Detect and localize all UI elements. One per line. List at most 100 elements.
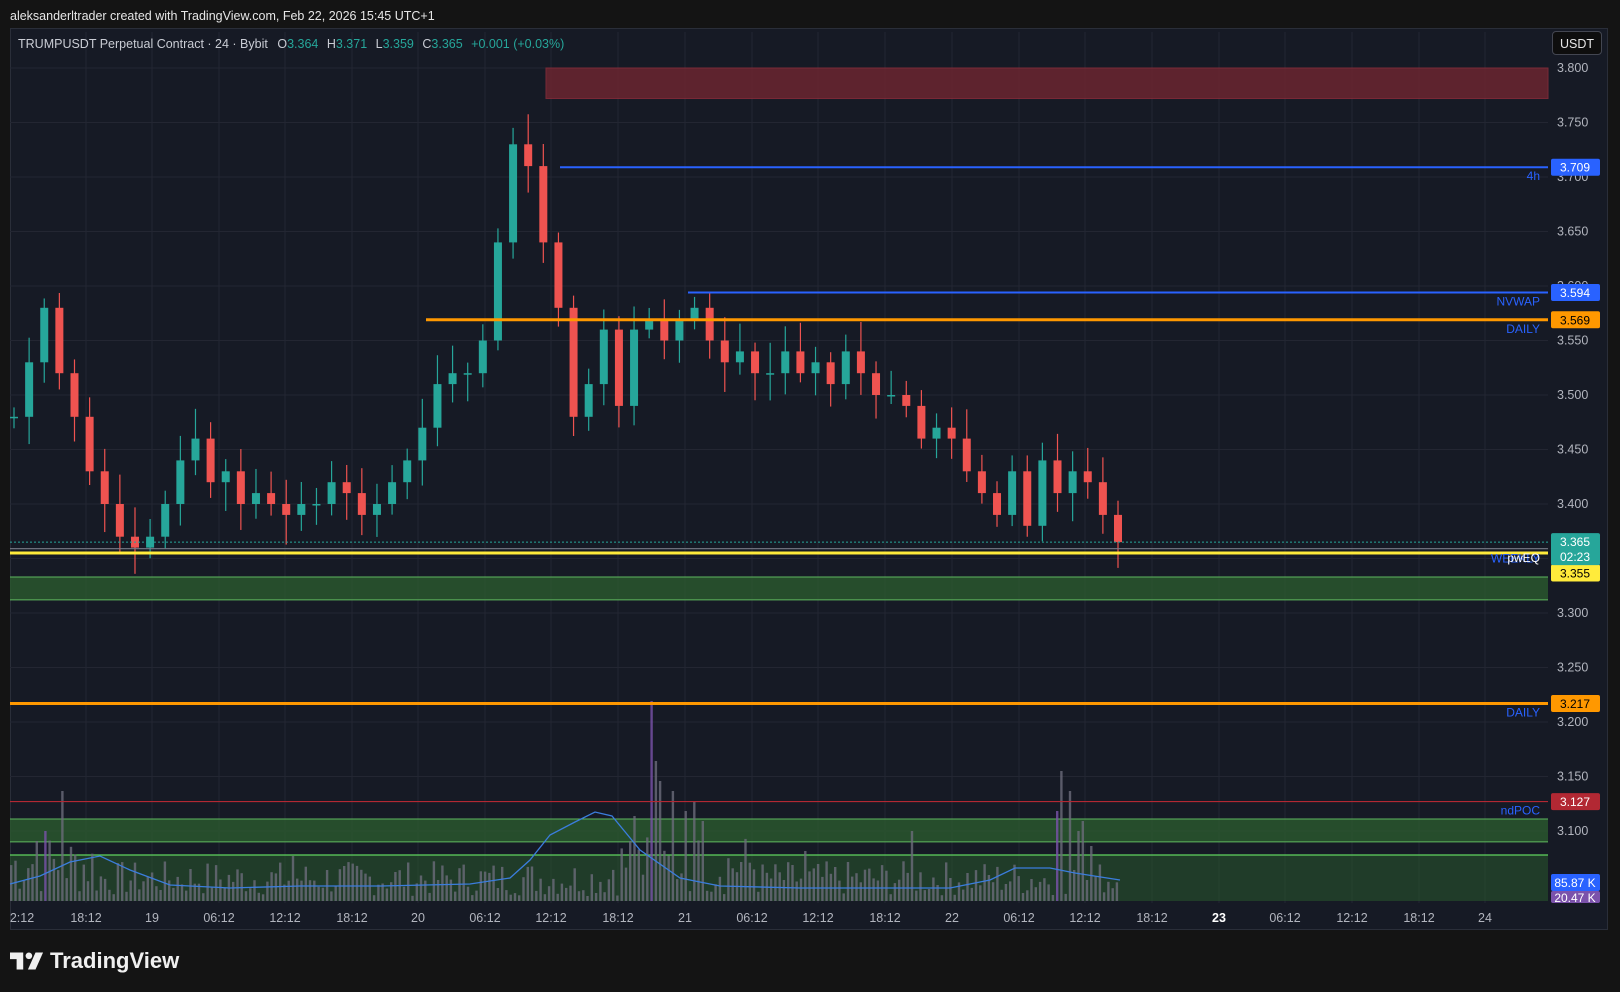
chart-pane[interactable] xyxy=(10,28,1608,930)
bearish-candle xyxy=(705,307,714,341)
bullish-candle xyxy=(493,242,502,341)
volume-bar xyxy=(569,885,572,901)
volume-bar xyxy=(266,881,269,901)
volume-bar xyxy=(979,885,982,901)
volume-bar xyxy=(22,880,26,901)
volume-bar xyxy=(394,872,397,901)
symbol-title[interactable]: TRUMPUSDT Perpetual Contract · 24 · Bybi… xyxy=(18,37,268,51)
bearish-candle xyxy=(977,471,986,494)
bearish-candle xyxy=(872,373,881,395)
volume-bar xyxy=(146,876,149,901)
volume-bar xyxy=(108,889,111,901)
bullish-candle xyxy=(630,329,639,406)
volume-bar xyxy=(287,880,290,901)
volume-bar xyxy=(65,878,68,901)
bullish-candle xyxy=(463,373,472,375)
volume-bar xyxy=(1098,864,1102,901)
time-axis-tick: 20 xyxy=(411,911,425,925)
bearish-candle xyxy=(902,395,911,406)
volume-bar xyxy=(974,870,978,901)
level-tag-label: DAILY xyxy=(1506,705,1540,719)
volume-bar xyxy=(1060,771,1063,901)
volume-bar xyxy=(991,882,995,901)
low-value: 3.359 xyxy=(382,37,414,51)
bullish-candle xyxy=(766,373,775,375)
volume-bar xyxy=(983,864,986,901)
volume-bar xyxy=(1090,846,1093,901)
volume-bar xyxy=(816,864,820,901)
bearish-candle xyxy=(342,482,351,494)
volume-bar xyxy=(1013,864,1016,901)
volume-bar xyxy=(560,883,564,901)
volume-bar xyxy=(441,865,444,901)
time-axis-tick: 18:12 xyxy=(1403,911,1434,925)
volume-bar xyxy=(727,858,730,901)
volume-bar xyxy=(466,886,470,901)
volume-bar xyxy=(714,884,717,901)
volume-bar xyxy=(808,871,811,901)
time-axis-tick: 18:12 xyxy=(1136,911,1167,925)
bearish-candle xyxy=(70,373,79,417)
volume-bar xyxy=(197,883,201,901)
bearish-candle xyxy=(85,416,94,472)
price-badge-text: 3.569 xyxy=(1560,313,1590,327)
volume-bar xyxy=(206,863,209,901)
volume-bar xyxy=(159,890,162,901)
volume-bar xyxy=(923,890,926,901)
volume-bar xyxy=(381,883,384,901)
volume-bar xyxy=(812,868,815,901)
volume-bar xyxy=(667,855,670,901)
bearish-candle xyxy=(524,144,533,167)
volume-bar xyxy=(774,864,777,901)
bearish-candle xyxy=(660,318,669,341)
time-axis-tick: 19 xyxy=(145,911,159,925)
volume-bar xyxy=(479,871,482,901)
volume-bar xyxy=(14,860,17,901)
volume-bar xyxy=(795,881,798,901)
bullish-candle xyxy=(251,493,260,504)
volume-bar xyxy=(244,891,248,901)
last-price-badge xyxy=(1551,533,1600,566)
volume-bar xyxy=(168,880,171,901)
volume-bar xyxy=(663,850,666,901)
volume-bar xyxy=(488,872,491,901)
volume-bar xyxy=(522,877,525,901)
time-axis-tick: 18:12 xyxy=(869,911,900,925)
volume-bar xyxy=(637,849,640,901)
bearish-candle xyxy=(1098,482,1107,515)
bearish-candle xyxy=(554,242,563,308)
bearish-candle xyxy=(720,340,729,363)
volume-bar xyxy=(966,873,969,901)
volume-moving-average xyxy=(9,811,1121,889)
volume-bar xyxy=(1068,791,1072,901)
time-axis-tick: 18:12 xyxy=(336,911,367,925)
bearish-candle xyxy=(206,438,215,483)
volume-bar xyxy=(351,863,354,901)
volume-bar xyxy=(970,887,973,901)
volume-bar xyxy=(368,876,371,901)
bearish-candle xyxy=(55,307,64,374)
low-key: L xyxy=(375,37,383,51)
volume-bar xyxy=(372,895,376,901)
level-tag-label: DAILY xyxy=(1506,322,1540,336)
volume-bar xyxy=(940,895,944,901)
volume-bar xyxy=(723,894,726,901)
volume-bar xyxy=(95,890,98,901)
level-tag-label: pwEQ xyxy=(1507,551,1540,565)
volume-bar xyxy=(902,861,905,901)
volume-bar xyxy=(620,848,623,901)
volume-bar xyxy=(44,831,47,901)
volume-bar xyxy=(155,886,158,901)
bearish-candle xyxy=(1114,514,1122,543)
volume-bar xyxy=(99,876,103,901)
volume-bar xyxy=(419,875,423,901)
volume-value-text: 85.87 K xyxy=(1554,876,1595,890)
volume-ma-value-text: 20.47 K xyxy=(1554,891,1595,905)
bullish-candle xyxy=(25,362,34,417)
volume-bar xyxy=(1115,882,1119,901)
volume-bar xyxy=(121,862,124,901)
volume-bar xyxy=(957,882,961,901)
volume-bar xyxy=(496,888,500,901)
currency-unit-button[interactable]: USDT xyxy=(1552,31,1602,55)
